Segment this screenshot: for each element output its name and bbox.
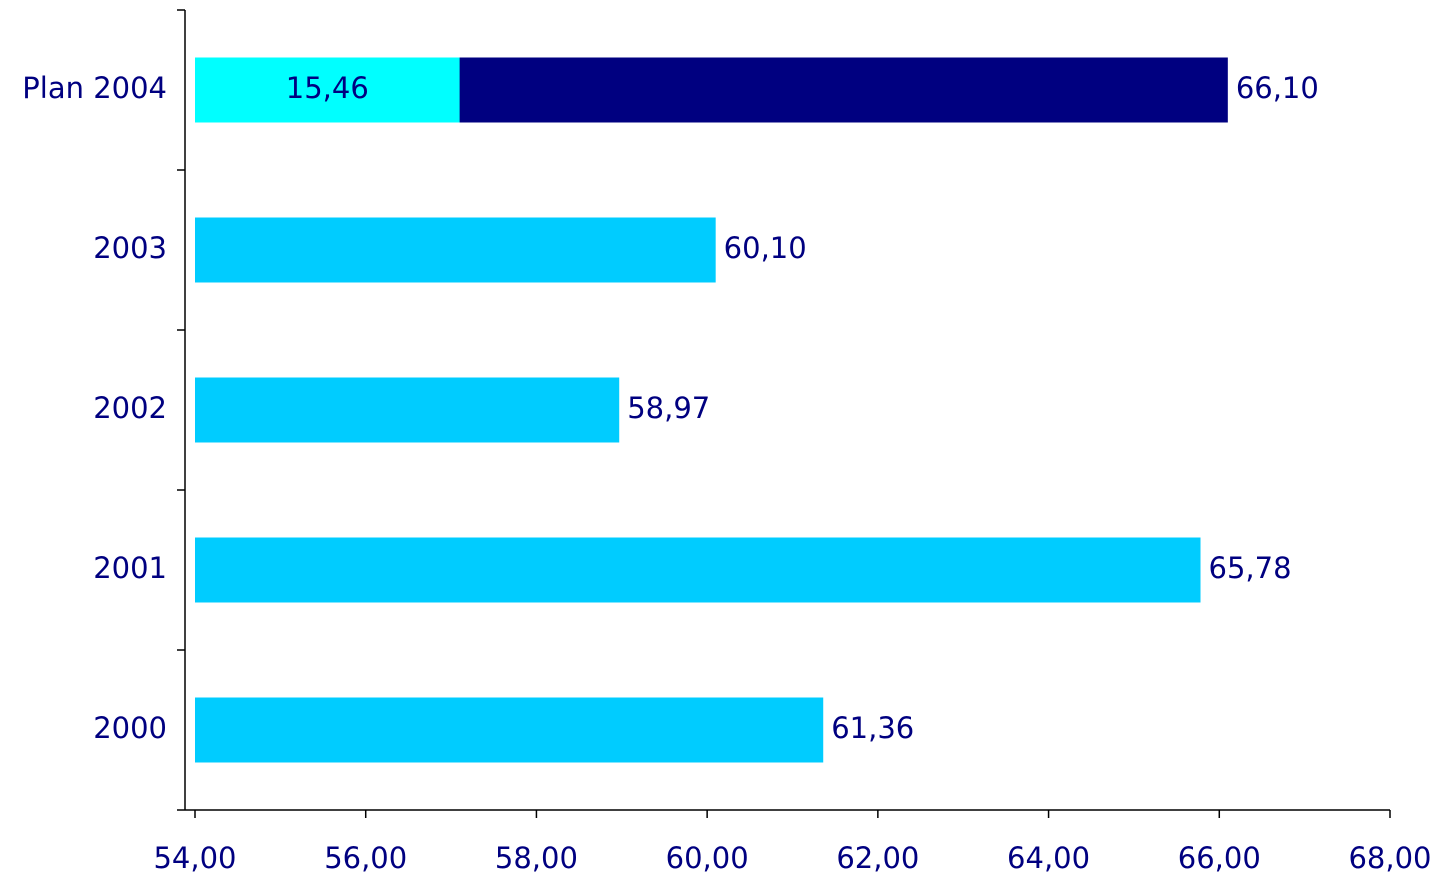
- bar: [195, 697, 824, 763]
- value-label: 61,36: [831, 711, 914, 745]
- y-tick-label: 2001: [93, 551, 167, 585]
- x-tick-label: 56,00: [324, 841, 407, 875]
- y-tick-label: 2000: [93, 711, 167, 745]
- x-tick-label: 68,00: [1348, 841, 1431, 875]
- bar: [195, 377, 620, 443]
- x-tick-label: 64,00: [1007, 841, 1090, 875]
- x-tick-label: 60,00: [666, 841, 749, 875]
- y-tick-label: 2002: [93, 391, 167, 425]
- value-label: 58,97: [627, 391, 710, 425]
- x-tick-label: 66,00: [1178, 841, 1261, 875]
- x-tick-label: 58,00: [495, 841, 578, 875]
- bar: [195, 57, 460, 123]
- value-label: 60,10: [724, 231, 807, 265]
- bar: [195, 537, 1201, 603]
- value-label: 65,78: [1209, 551, 1292, 585]
- annotation: 15,46: [286, 71, 369, 105]
- value-label: 66,10: [1236, 71, 1319, 105]
- bar: [195, 217, 716, 283]
- y-tick-label: 2003: [93, 231, 167, 265]
- x-tick-label: 54,00: [153, 841, 236, 875]
- x-tick-label: 62,00: [836, 841, 919, 875]
- y-tick-label: Plan 2004: [22, 71, 167, 105]
